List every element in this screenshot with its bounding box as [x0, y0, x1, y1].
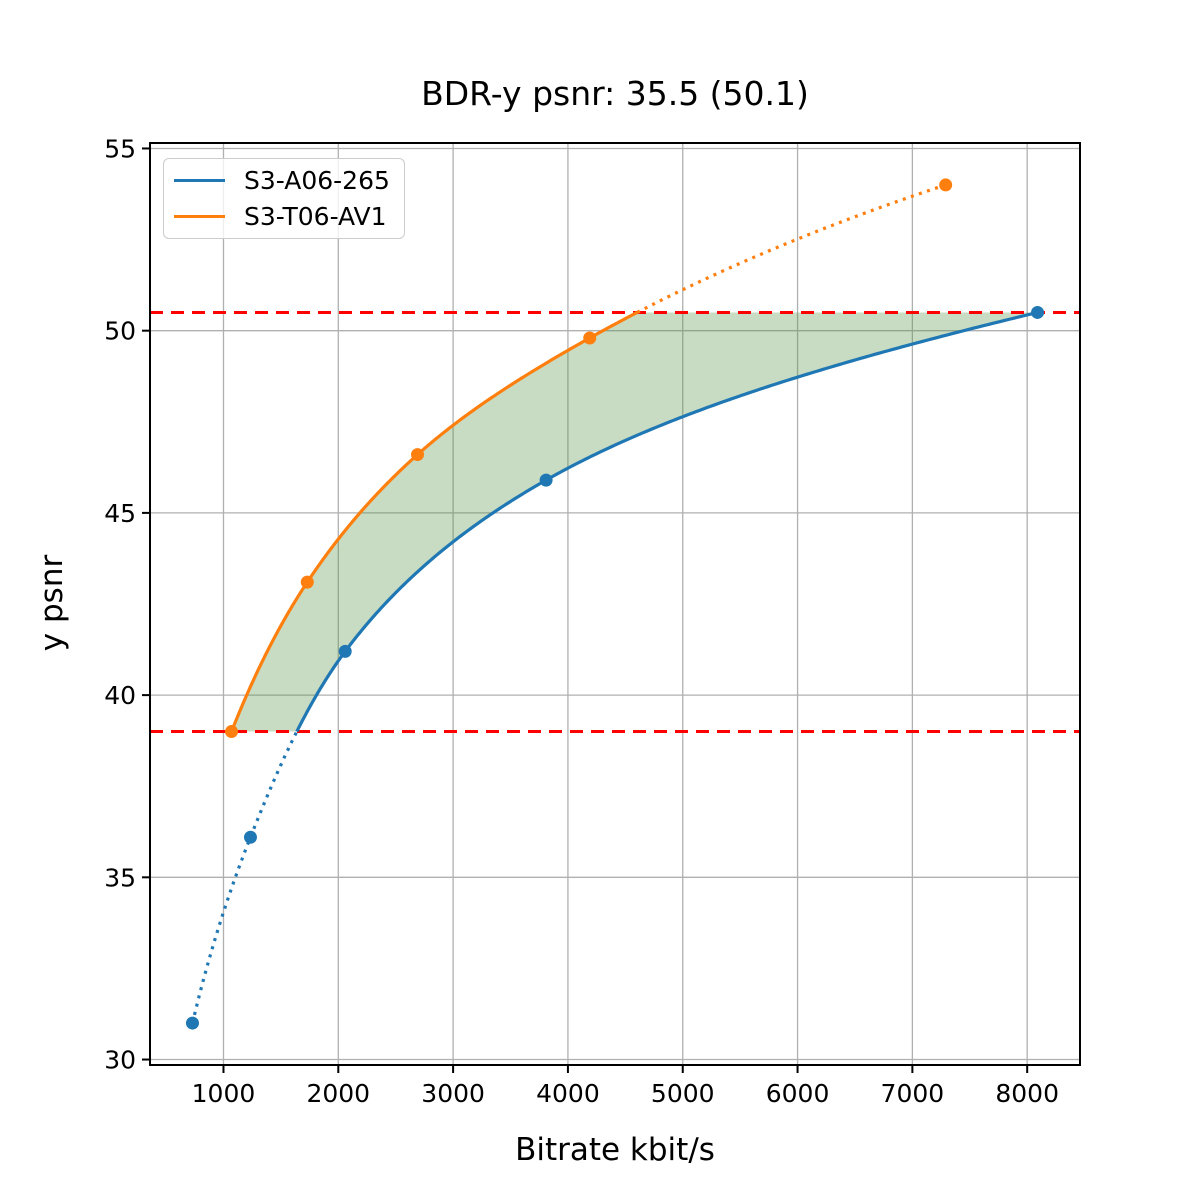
y-axis-label: y psnr	[34, 554, 70, 652]
y-tick-label: 35	[104, 863, 136, 892]
y-tick-label: 30	[104, 1046, 136, 1075]
data-point-s3-a06-265	[185, 1016, 199, 1030]
legend: S3-A06-265 S3-T06-AV1	[163, 158, 405, 239]
data-point-markers	[185, 178, 1045, 1030]
x-tick-label: 1000	[192, 1079, 256, 1108]
x-tick-label: 7000	[881, 1079, 945, 1108]
data-point-s3-t06-av1	[300, 575, 314, 589]
bd-psnr-bound-lines	[150, 310, 1080, 734]
x-tick-label: 5000	[651, 1079, 715, 1108]
axes	[149, 142, 1081, 1066]
data-point-s3-t06-av1	[939, 178, 953, 192]
x-tick-label: 8000	[995, 1079, 1059, 1108]
chart-title: BDR-y psnr: 35.5 (50.1)	[421, 74, 809, 113]
data-point-s3-t06-av1	[411, 448, 425, 462]
x-tick-label: 2000	[306, 1079, 370, 1108]
series-line-s3-t06-av1	[230, 183, 947, 733]
legend-label: S3-T06-AV1	[244, 202, 387, 231]
y-tick-label: 55	[104, 134, 136, 163]
bd-rate-shaded-region	[231, 312, 1038, 732]
x-tick-label: 4000	[536, 1079, 600, 1108]
y-tick-label: 45	[104, 499, 136, 528]
data-point-s3-t06-av1	[225, 725, 239, 739]
x-tick-label: 3000	[421, 1079, 485, 1108]
legend-item-s3-t06-av1: S3-T06-AV1	[174, 203, 390, 230]
x-tick-label: 6000	[766, 1079, 830, 1108]
data-point-s3-a06-265	[243, 830, 257, 844]
series-line-s3-a06-265	[190, 310, 1038, 1024]
y-tick-label: 40	[104, 681, 136, 710]
y-axis-ticks: 30 35 40 45 50 55	[104, 134, 150, 1075]
x-axis-label: Bitrate kbit/s	[515, 1132, 715, 1168]
legend-item-s3-a06-265: S3-A06-265	[174, 167, 390, 194]
y-tick-label: 50	[104, 317, 136, 346]
x-axis-ticks: 1000 2000 3000 4000 5000 6000 7000 8000	[192, 1065, 1059, 1108]
grid	[150, 143, 1080, 1065]
data-point-s3-a06-265	[539, 473, 553, 487]
legend-line-sample-blue	[174, 179, 225, 182]
data-point-s3-a06-265	[338, 644, 352, 658]
data-point-s3-t06-av1	[583, 331, 597, 345]
legend-line-sample-orange	[174, 215, 225, 218]
data-point-s3-a06-265	[1031, 305, 1045, 319]
legend-label: S3-A06-265	[244, 166, 390, 195]
